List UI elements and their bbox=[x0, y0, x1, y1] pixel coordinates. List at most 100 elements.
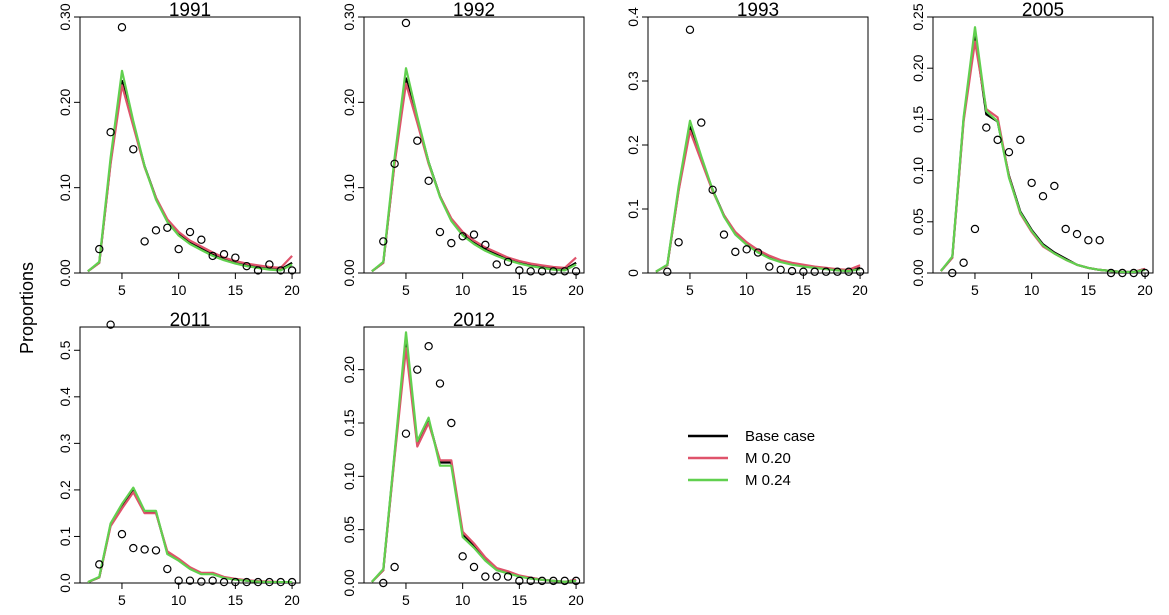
panel-1992: 1992 5 10 15 20 0.00 0.10 0.20 0.30 bbox=[341, 0, 585, 298]
panel-1991: 1991 5 10 15 20 0.00 0.10 0.20 0.30 bbox=[57, 0, 301, 298]
y-tick-label: 0.15 bbox=[341, 409, 357, 436]
series-line-m-0.24 bbox=[87, 486, 293, 583]
observed-point bbox=[379, 578, 388, 588]
y-tick-label: 0.20 bbox=[341, 88, 357, 115]
observed-point bbox=[663, 267, 672, 276]
y-tick-label: 0.30 bbox=[341, 3, 357, 30]
panel-title: 2005 bbox=[1022, 0, 1064, 21]
x-tick-label: 10 bbox=[1024, 282, 1040, 298]
observed-point bbox=[413, 365, 422, 374]
plot-area bbox=[940, 26, 1146, 273]
observed-point bbox=[1072, 229, 1082, 239]
y-tick-label: 0.05 bbox=[341, 516, 357, 543]
legend-label: M 0.24 bbox=[745, 472, 791, 489]
y-tick-label: 0.20 bbox=[910, 54, 926, 81]
y-tick-label: 0.1 bbox=[57, 527, 73, 547]
x-tick-label: 20 bbox=[852, 282, 868, 298]
observed-point bbox=[799, 267, 808, 276]
y-tick-label: 0.5 bbox=[57, 340, 73, 360]
observed-point bbox=[174, 576, 183, 585]
series-line-m-0.20 bbox=[87, 84, 293, 273]
observed-point bbox=[1016, 135, 1025, 145]
observed-point bbox=[447, 238, 456, 248]
x-tick-label: 15 bbox=[512, 282, 528, 298]
y-tick-label: 0.20 bbox=[341, 356, 357, 383]
x-tick-label: 20 bbox=[284, 592, 300, 608]
observed-point bbox=[469, 562, 479, 572]
observed-point bbox=[731, 247, 740, 257]
observed-point bbox=[560, 267, 569, 276]
x-tick-label: 15 bbox=[228, 592, 244, 608]
panel-title: 2011 bbox=[170, 310, 211, 331]
observed-point bbox=[174, 244, 183, 254]
observed-point bbox=[1050, 181, 1059, 191]
observed-point bbox=[833, 267, 842, 276]
y-tick-label: 0.15 bbox=[910, 106, 926, 133]
observed-point bbox=[140, 237, 149, 246]
observed-point bbox=[185, 227, 195, 237]
observed-point bbox=[719, 230, 729, 239]
y-tick-label: 0.2 bbox=[625, 135, 641, 155]
observed-point bbox=[515, 266, 524, 275]
observed-point bbox=[810, 267, 819, 276]
observed-point bbox=[163, 564, 172, 574]
panel-2012: 2012 5 10 15 20 0.00 0.05 0.10 0.15 0.20 bbox=[341, 310, 585, 608]
observed-point bbox=[253, 266, 263, 275]
series-line-m-0.24 bbox=[371, 331, 577, 583]
y-tick-label: 0.25 bbox=[910, 3, 926, 30]
legend-label: M 0.20 bbox=[745, 450, 791, 467]
observed-point bbox=[458, 552, 467, 561]
x-tick-label: 10 bbox=[739, 282, 755, 298]
observed-point bbox=[413, 136, 422, 145]
observed-point bbox=[265, 577, 274, 587]
x-tick-label: 5 bbox=[686, 282, 694, 298]
observed-point bbox=[424, 176, 433, 186]
observed-point bbox=[742, 245, 751, 254]
observed-point bbox=[129, 543, 138, 553]
plot-area bbox=[371, 67, 577, 273]
observed-point bbox=[253, 577, 263, 587]
series-line-m-0.24 bbox=[87, 69, 293, 273]
observed-point bbox=[163, 223, 172, 232]
observed-point bbox=[948, 268, 957, 278]
observed-point bbox=[95, 560, 104, 569]
x-tick-label: 10 bbox=[171, 282, 187, 298]
plot-area bbox=[87, 486, 293, 583]
y-tick-label: 0.10 bbox=[910, 157, 926, 184]
plot-frame bbox=[363, 326, 585, 584]
observed-point bbox=[1118, 268, 1127, 278]
observed-point bbox=[855, 267, 865, 276]
plot-frame bbox=[647, 16, 869, 274]
observed-point bbox=[140, 545, 149, 554]
observed-point bbox=[549, 576, 558, 586]
y-tick-label: 0.00 bbox=[341, 259, 357, 286]
observed-point bbox=[219, 577, 229, 587]
x-tick-label: 15 bbox=[796, 282, 812, 298]
observed-point bbox=[674, 238, 683, 247]
observed-point bbox=[492, 260, 501, 269]
observed-point bbox=[560, 576, 569, 586]
plot-area bbox=[87, 69, 293, 273]
observed-point bbox=[844, 267, 853, 276]
observed-point bbox=[231, 577, 240, 587]
x-tick-label: 20 bbox=[284, 282, 300, 298]
observed-point bbox=[265, 260, 274, 269]
observed-point bbox=[185, 576, 195, 585]
observed-point bbox=[401, 429, 411, 438]
x-tick-label: 15 bbox=[512, 592, 528, 608]
observed-point bbox=[537, 267, 547, 276]
series-line-m-0.20 bbox=[940, 40, 1146, 273]
series-line-m-0.24 bbox=[655, 119, 861, 273]
observed-point bbox=[571, 267, 581, 276]
y-tick-label: 0.05 bbox=[910, 208, 926, 235]
observed-point bbox=[151, 226, 161, 235]
y-tick-label: 0.1 bbox=[625, 199, 641, 219]
panel-title: 1993 bbox=[737, 0, 779, 21]
observed-point bbox=[753, 248, 763, 257]
x-tick-label: 5 bbox=[971, 282, 979, 298]
observed-point bbox=[151, 546, 161, 555]
panel-title: 1992 bbox=[453, 0, 495, 21]
observed-point bbox=[197, 577, 206, 586]
observed-point bbox=[458, 232, 467, 241]
